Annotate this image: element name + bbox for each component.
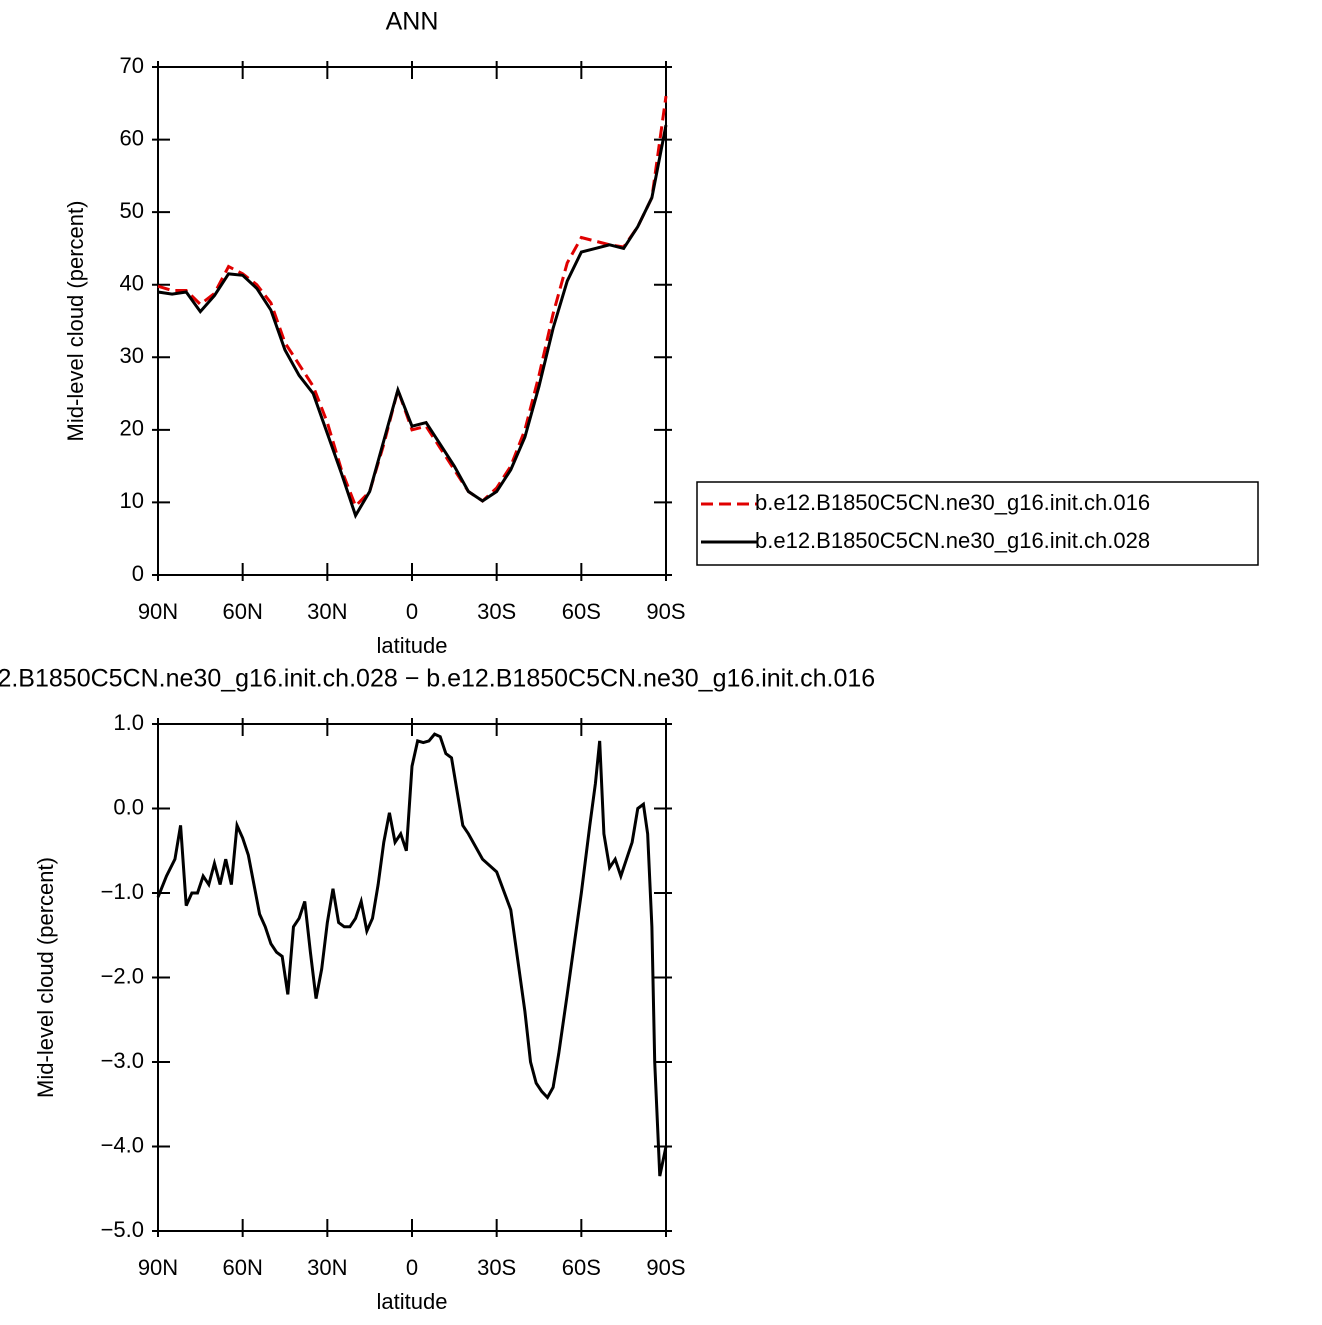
x-tick-label: 60S bbox=[562, 1255, 601, 1280]
data-line bbox=[156, 732, 668, 1177]
y-axis-label: Mid-level cloud (percent) bbox=[63, 201, 88, 442]
legend-label: b.e12.B1850C5CN.ne30_g16.init.ch.028 bbox=[755, 528, 1150, 553]
y-tick-label: 60 bbox=[120, 125, 144, 150]
x-axis-label: latitude bbox=[377, 633, 448, 658]
x-tick-label: 60N bbox=[222, 1255, 262, 1280]
y-tick-label: 0 bbox=[132, 561, 144, 586]
y-tick-label: 70 bbox=[120, 53, 144, 78]
x-axis-label: latitude bbox=[377, 1289, 448, 1314]
x-tick-label: 90N bbox=[138, 1255, 178, 1280]
y-tick-label: −2.0 bbox=[101, 963, 144, 988]
x-tick-label: 90S bbox=[646, 599, 685, 624]
y-tick-label: −5.0 bbox=[101, 1217, 144, 1242]
chart-title: ANN bbox=[386, 8, 439, 36]
y-tick-label: −4.0 bbox=[101, 1132, 144, 1157]
x-tick-label: 90S bbox=[646, 1255, 685, 1280]
y-axis-label: Mid-level cloud (percent) bbox=[33, 857, 58, 1098]
y-tick-label: 0.0 bbox=[113, 794, 144, 819]
plot-frame bbox=[157, 723, 667, 1232]
x-tick-label: 0 bbox=[406, 1255, 418, 1280]
chart-title: b.e12.B1850C5CN.ne30_g16.init.ch.028 − b… bbox=[0, 665, 875, 693]
x-tick-label: 30N bbox=[307, 599, 347, 624]
x-tick-label: 30S bbox=[477, 1255, 516, 1280]
y-tick-label: −1.0 bbox=[101, 879, 144, 904]
data-line bbox=[157, 124, 668, 520]
x-tick-label: 0 bbox=[406, 599, 418, 624]
plot-frame bbox=[157, 66, 667, 576]
y-tick-label: 30 bbox=[120, 343, 144, 368]
legend-label: b.e12.B1850C5CN.ne30_g16.init.ch.016 bbox=[755, 490, 1150, 515]
y-tick-label: 20 bbox=[120, 416, 144, 441]
y-tick-label: −3.0 bbox=[101, 1048, 144, 1073]
y-tick-label: 1.0 bbox=[113, 710, 144, 735]
data-line bbox=[157, 95, 668, 509]
x-tick-label: 30N bbox=[307, 1255, 347, 1280]
y-tick-label: 50 bbox=[120, 198, 144, 223]
x-tick-label: 60S bbox=[562, 599, 601, 624]
x-tick-label: 60N bbox=[222, 599, 262, 624]
x-tick-label: 90N bbox=[138, 599, 178, 624]
legend-box bbox=[696, 481, 1259, 566]
y-tick-label: 40 bbox=[120, 271, 144, 296]
y-tick-label: 10 bbox=[120, 488, 144, 513]
x-tick-label: 30S bbox=[477, 599, 516, 624]
